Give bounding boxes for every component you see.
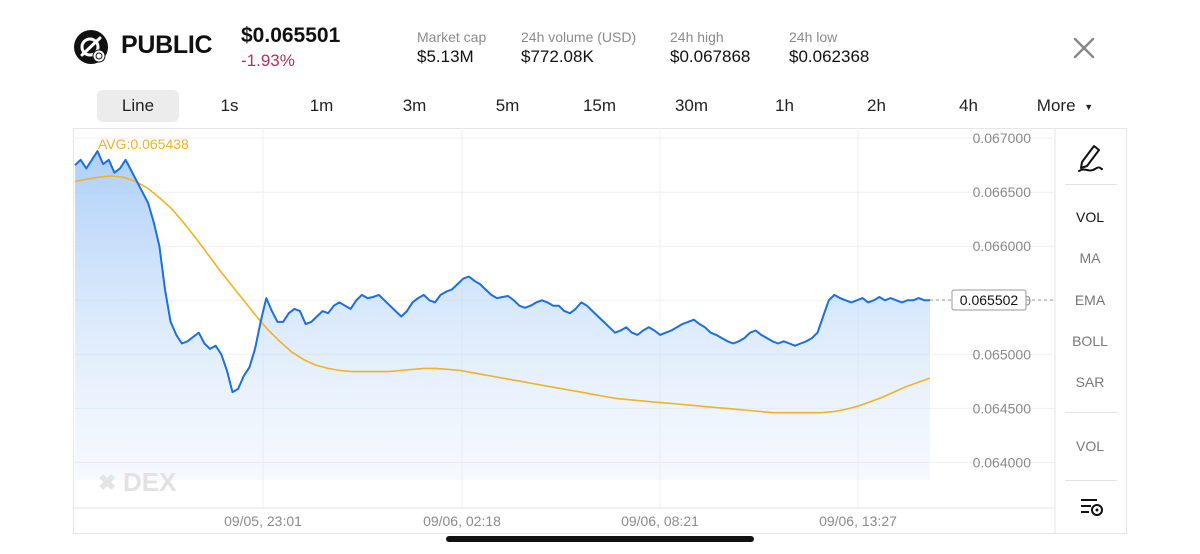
indicator-vol[interactable]: VOL (1075, 209, 1104, 225)
close-icon[interactable] (1071, 35, 1097, 61)
y-tick-label: 0.066500 (973, 184, 1032, 200)
tab-1h[interactable]: 1h (775, 96, 794, 115)
x-axis: 09/05, 23:01 09/06, 02:18 09/06, 08:21 09/0… (224, 513, 897, 529)
market-cap-label: Market cap (417, 29, 487, 45)
tab-3m[interactable]: 3m (402, 96, 427, 115)
x-tick-label: 09/05, 23:01 (224, 513, 302, 529)
indicator-vol-sub[interactable]: VOL (1075, 438, 1104, 454)
timeframe-tabs: Line 1s 1m 3m 5m 15m 30m 1h 2h 4h More ▼ (97, 90, 1107, 122)
tab-line[interactable]: Line (97, 90, 179, 122)
x-tick-label: 09/06, 13:27 (819, 513, 897, 529)
indicator-ma[interactable]: MA (1079, 250, 1101, 266)
indicator-settings-icon[interactable] (1078, 496, 1104, 518)
home-indicator (446, 536, 754, 542)
y-tick-label: 0.066000 (973, 238, 1032, 254)
tab-1s[interactable]: 1s (220, 96, 239, 115)
public-logo-icon (74, 30, 108, 64)
tab-more[interactable]: More ▼ (1030, 90, 1100, 122)
tab-1m[interactable]: 1m (309, 96, 334, 115)
current-price-label: 0.065502 (960, 292, 1019, 308)
avg-line (74, 175, 931, 414)
avg-label: AVG:0.065438 (98, 136, 189, 152)
toolbar-separator (1065, 480, 1117, 481)
series-layer (74, 150, 931, 480)
x-tick-label: 09/06, 08:21 (621, 513, 699, 529)
price-area (75, 151, 930, 480)
tab-30m[interactable]: 30m (674, 96, 709, 115)
more-label: More (1036, 96, 1076, 115)
y-tick-label: 0.064000 (973, 454, 1032, 470)
volume-label: 24h volume (USD) (521, 29, 637, 45)
high-label: 24h high (670, 29, 724, 45)
market-cap-value: $5.13M (417, 47, 474, 66)
current-price: $0.065501 (241, 24, 341, 47)
tab-2h[interactable]: 2h (867, 96, 886, 115)
current-price-marker: 0.065502 (930, 289, 1055, 311)
token-name: PUBLIC (121, 31, 213, 59)
price-chart[interactable]: ✖ AVG:0.065438 0.0670000.0665000.0660000… (73, 128, 1127, 534)
y-tick-label: 0.067000 (973, 130, 1032, 146)
tab-4h[interactable]: 4h (959, 96, 978, 115)
volume-value: $772.08K (521, 47, 594, 66)
indicator-boll[interactable]: BOLL (1072, 333, 1108, 349)
high-value: $0.067868 (670, 47, 751, 66)
x-tick-label: 09/06, 02:18 (423, 513, 501, 529)
price-line (74, 150, 930, 394)
indicator-sar[interactable]: SAR (1075, 374, 1105, 390)
current-price-box (951, 289, 1027, 311)
dex-watermark-text: DEX (123, 467, 177, 497)
tab-5m[interactable]: 5m (495, 96, 520, 115)
low-value: $0.062368 (789, 47, 870, 66)
draw-pen-icon[interactable] (1075, 140, 1105, 174)
indicator-ema[interactable]: EMA (1074, 292, 1106, 308)
tab-15m[interactable]: 15m (582, 96, 617, 115)
y-tick-label: 0.065000 (973, 346, 1032, 362)
low-label: 24h low (789, 29, 838, 45)
toolbar-separator (1065, 184, 1117, 185)
price-change: -1.93% (241, 51, 295, 70)
toolbar-separator (1065, 412, 1117, 413)
y-tick-label: 0.064500 (973, 400, 1032, 416)
caret-down-icon: ▼ (1084, 101, 1094, 112)
